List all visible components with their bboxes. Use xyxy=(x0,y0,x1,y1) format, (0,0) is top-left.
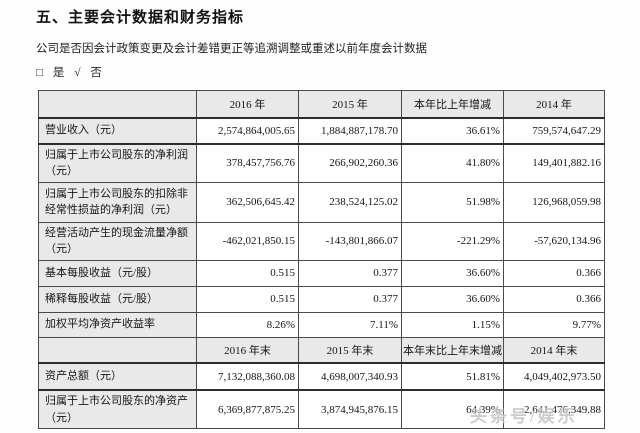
check-mark-icon: √ xyxy=(74,67,81,79)
value-2014: 2,641,476,349.88 xyxy=(503,389,605,429)
row-label: 基本每股收益（元/股） xyxy=(38,259,197,287)
header-yoy-end-change: 本年末比上年末增减 xyxy=(401,336,504,364)
value-2014: 0.366 xyxy=(503,259,605,287)
financial-indicators-table: 2016 年 2015 年 本年比上年增减 2014 年 营业收入（元） 2,5… xyxy=(38,90,605,429)
section-title: 五、主要会计数据和财务指标 xyxy=(36,10,245,26)
value-2014: 759,574,647.29 xyxy=(503,117,605,145)
table-row-net-assets: 归属于上市公司股东的净资产（元） 6,369,877,875.25 3,874,… xyxy=(38,389,605,429)
header-2015-end: 2015 年末 xyxy=(298,336,402,364)
table-row-net-profit-deducted: 归属于上市公司股东的扣除非经常性损益的净利润（元） 362,506,645.42… xyxy=(38,181,605,223)
value-2015: 7.11% xyxy=(298,311,402,338)
value-2015: 238,524,125.02 xyxy=(298,181,402,223)
table-row-diluted-eps: 稀释每股收益（元/股） 0.515 0.377 36.60% 0.366 xyxy=(38,285,605,313)
value-2014: 126,968,059.98 xyxy=(503,181,605,223)
value-2016: 2,574,864,005.65 xyxy=(196,117,299,145)
value-2016: 0.515 xyxy=(196,259,299,287)
table-row-net-profit: 归属于上市公司股东的净利润（元） 378,457,756.76 266,902,… xyxy=(38,143,605,183)
value-2014: 149,401,882.16 xyxy=(503,143,605,183)
no-label: 否 xyxy=(90,67,102,79)
value-change: 51.81% xyxy=(401,362,504,391)
value-2016: 6,369,877,875.25 xyxy=(196,389,299,429)
row-label: 归属于上市公司股东的扣除非经常性损益的净利润（元） xyxy=(38,181,197,223)
value-2016: -462,021,850.15 xyxy=(196,221,299,261)
value-change: 36.60% xyxy=(401,285,504,313)
value-2015: 4,698,007,340.93 xyxy=(298,362,402,391)
value-change: 64.39% xyxy=(401,389,504,429)
value-change: -221.29% xyxy=(401,221,504,261)
value-2016: 0.515 xyxy=(196,285,299,313)
yes-label: 是 xyxy=(52,67,65,79)
table-header-year: 2016 年 2015 年 本年比上年增减 2014 年 xyxy=(38,90,605,119)
header-yoy-change: 本年比上年增减 xyxy=(401,90,504,119)
table-row-revenue: 营业收入（元） 2,574,864,005.65 1,884,887,178.7… xyxy=(38,117,605,145)
value-2016: 378,457,756.76 xyxy=(196,143,299,183)
row-label: 稀释每股收益（元/股） xyxy=(38,285,197,313)
table-row-basic-eps: 基本每股收益（元/股） 0.515 0.377 36.60% 0.366 xyxy=(38,259,605,287)
value-2015: 0.377 xyxy=(298,259,402,287)
header-empty-cell xyxy=(38,90,197,119)
row-label: 归属于上市公司股东的净利润（元） xyxy=(38,143,197,183)
watermark: 头条号/娱乐 xyxy=(469,407,578,426)
value-2015: 0.377 xyxy=(298,285,402,313)
header-2016-end: 2016 年末 xyxy=(196,336,299,364)
value-2014: -57,620,134.96 xyxy=(503,221,605,261)
restatement-question: 公司是否因会计政策变更及会计差错更正等追溯调整或重述以前年度会计数据 xyxy=(36,43,427,55)
value-2016: 7,132,088,360.08 xyxy=(196,362,299,391)
row-label: 加权平均净资产收益率 xyxy=(38,311,197,338)
value-2015: 1,884,887,178.70 xyxy=(298,117,402,145)
header-2015: 2015 年 xyxy=(298,90,402,119)
value-change: 41.80% xyxy=(401,143,504,183)
value-change: 51.98% xyxy=(401,181,504,223)
value-2015: -143,801,866.07 xyxy=(298,221,402,261)
header-empty-cell xyxy=(38,336,197,364)
yes-no-line: □ 是 √ 否 xyxy=(36,66,640,81)
value-2015: 3,874,945,876.15 xyxy=(298,389,402,429)
value-2016: 8.26% xyxy=(196,311,299,338)
value-change: 36.61% xyxy=(401,117,504,145)
header-2014-end: 2014 年末 xyxy=(503,336,605,364)
row-label: 归属于上市公司股东的净资产（元） xyxy=(38,389,197,429)
row-label: 经营活动产生的现金流量净额（元） xyxy=(38,221,197,261)
value-2016: 362,506,645.42 xyxy=(196,181,299,223)
table-row-weighted-avg-roe: 加权平均净资产收益率 8.26% 7.11% 1.15% 9.77% xyxy=(38,311,605,338)
value-2014: 4,049,402,973.50 xyxy=(503,362,605,391)
header-2016: 2016 年 xyxy=(196,90,299,119)
table-row-operating-cash-flow: 经营活动产生的现金流量净额（元） -462,021,850.15 -143,80… xyxy=(38,221,605,261)
table-row-total-assets: 资产总额（元） 7,132,088,360.08 4,698,007,340.9… xyxy=(38,362,605,391)
value-2015: 266,902,260.36 xyxy=(298,143,402,183)
row-label: 营业收入（元） xyxy=(38,117,197,145)
value-change: 1.15% xyxy=(401,311,504,338)
value-change: 36.60% xyxy=(401,259,504,287)
checkbox-unchecked-icon: □ xyxy=(36,67,43,79)
value-2014: 9.77% xyxy=(503,311,605,338)
header-2014: 2014 年 xyxy=(503,90,605,119)
table-header-year-end: 2016 年末 2015 年末 本年末比上年末增减 2014 年末 xyxy=(38,336,605,364)
value-2014: 0.366 xyxy=(503,285,605,313)
row-label: 资产总额（元） xyxy=(38,362,197,391)
